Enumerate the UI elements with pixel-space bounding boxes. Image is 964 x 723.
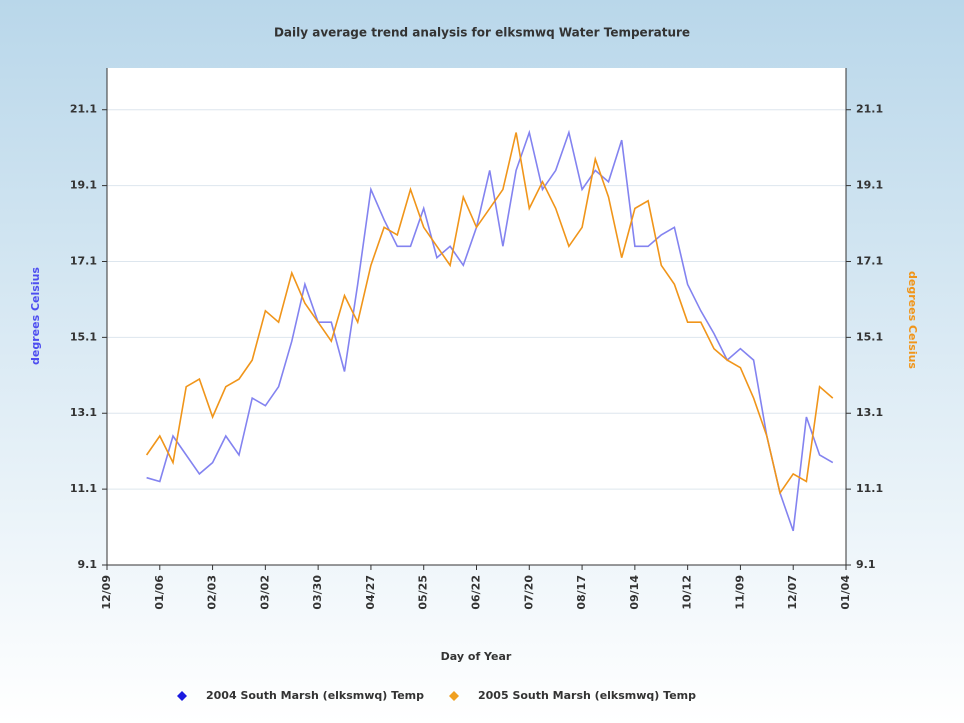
plot-area [107, 68, 846, 565]
data-line [145, 132, 834, 495]
x-tick-label: 11/09 [733, 575, 746, 610]
y-tick-label: 19.1 [70, 179, 97, 192]
x-tick-label: 08/17 [575, 575, 588, 610]
y-tick-label: 21.1 [70, 103, 97, 116]
y2-tick-label: 13.1 [856, 406, 883, 419]
legend-label: 2004 South Marsh (elksmwq) Temp [206, 689, 424, 702]
y2-tick-label: 19.1 [856, 179, 883, 192]
y2-tick-label: 17.1 [856, 254, 883, 267]
x-axis-title: Day of Year [441, 650, 512, 663]
y-tick-label: 15.1 [70, 330, 97, 343]
x-tick-label: 07/20 [522, 575, 535, 610]
x-tick-label: 03/30 [311, 575, 324, 610]
chart-title: Daily average trend analysis for elksmwq… [274, 26, 690, 40]
x-tick-label: 01/06 [153, 575, 166, 610]
x-tick-label: 12/07 [786, 575, 799, 610]
legend-marker [177, 691, 187, 701]
y-tick-label: 11.1 [70, 482, 97, 495]
x-tick-label: 02/03 [206, 575, 219, 610]
x-tick-label: 12/09 [100, 575, 113, 610]
y2-tick-label: 11.1 [856, 482, 883, 495]
legend-marker [449, 691, 459, 701]
x-tick-label: 06/22 [470, 575, 483, 610]
data-line [146, 129, 834, 532]
y-tick-label: 9.1 [78, 558, 98, 571]
y2-tick-label: 15.1 [856, 330, 883, 343]
x-tick-label: 09/14 [628, 575, 641, 610]
x-tick-label: 04/27 [364, 575, 377, 610]
y-axis-title: degrees Celsius [29, 267, 42, 365]
y2-tick-label: 21.1 [856, 103, 883, 116]
y-tick-label: 13.1 [70, 406, 97, 419]
legend-label: 2005 South Marsh (elksmwq) Temp [478, 689, 696, 702]
x-tick-label: 01/04 [839, 575, 852, 610]
y2-axis-title: degrees Celsius [906, 271, 919, 369]
y-tick-label: 17.1 [70, 254, 97, 267]
x-tick-label: 10/12 [681, 575, 694, 610]
x-tick-label: 05/25 [417, 575, 430, 610]
x-tick-label: 03/02 [258, 575, 271, 610]
y2-tick-label: 9.1 [856, 558, 876, 571]
